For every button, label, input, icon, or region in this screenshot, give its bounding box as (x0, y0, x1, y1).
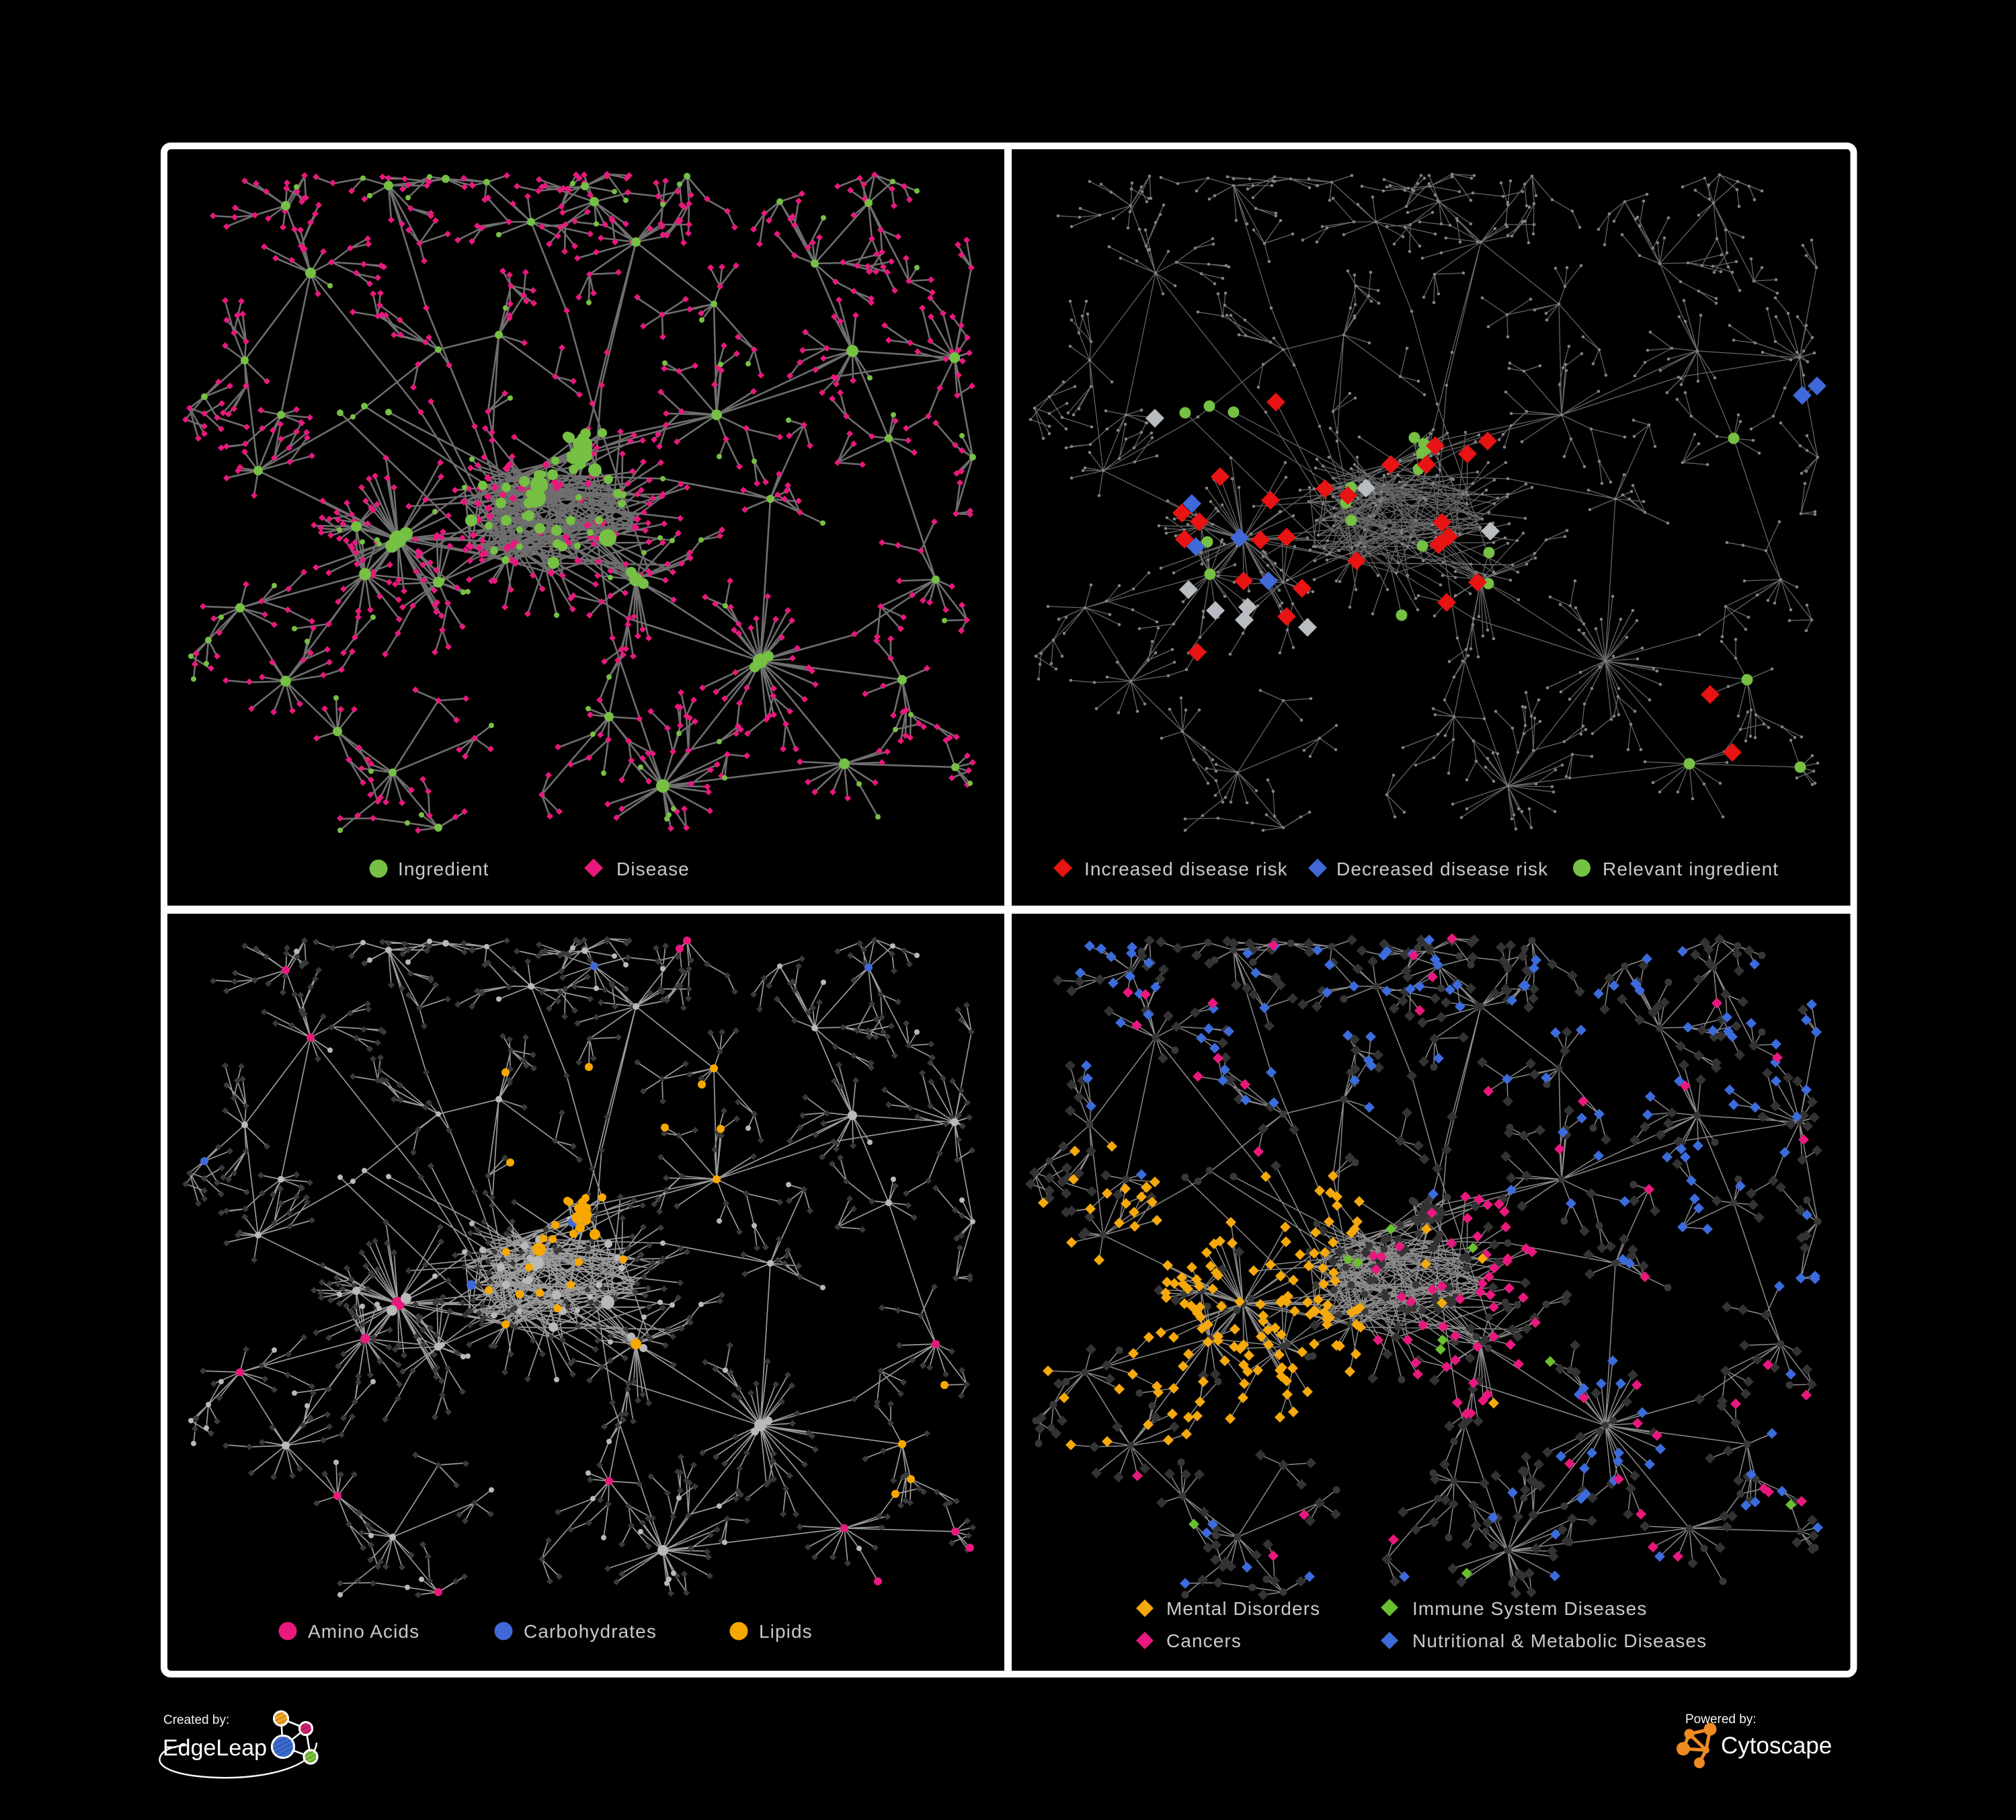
svg-text:Mental Disorders: Mental Disorders (1166, 1598, 1320, 1619)
svg-text:Powered by:: Powered by: (1685, 1712, 1757, 1727)
svg-text:Amino Acids: Amino Acids (308, 1621, 419, 1642)
svg-text:Increased disease risk: Increased disease risk (1084, 859, 1288, 879)
svg-text:Carbohydrates: Carbohydrates (524, 1621, 657, 1642)
svg-text:Relevant ingredient: Relevant ingredient (1603, 859, 1779, 879)
svg-text:Decreased disease risk: Decreased disease risk (1336, 859, 1548, 879)
svg-text:Disease: Disease (616, 859, 690, 879)
svg-text:Immune System Diseases: Immune System Diseases (1412, 1598, 1647, 1619)
svg-text:Nutritional & Metabolic Diseas: Nutritional & Metabolic Diseases (1412, 1630, 1707, 1651)
svg-text:Cancers: Cancers (1166, 1630, 1242, 1651)
svg-text:Lipids: Lipids (759, 1621, 813, 1642)
svg-text:Cytoscape: Cytoscape (1721, 1733, 1832, 1759)
svg-text:Ingredient: Ingredient (398, 859, 489, 879)
svg-text:Created by:: Created by: (163, 1713, 229, 1727)
svg-text:EdgeLeap: EdgeLeap (163, 1735, 267, 1761)
